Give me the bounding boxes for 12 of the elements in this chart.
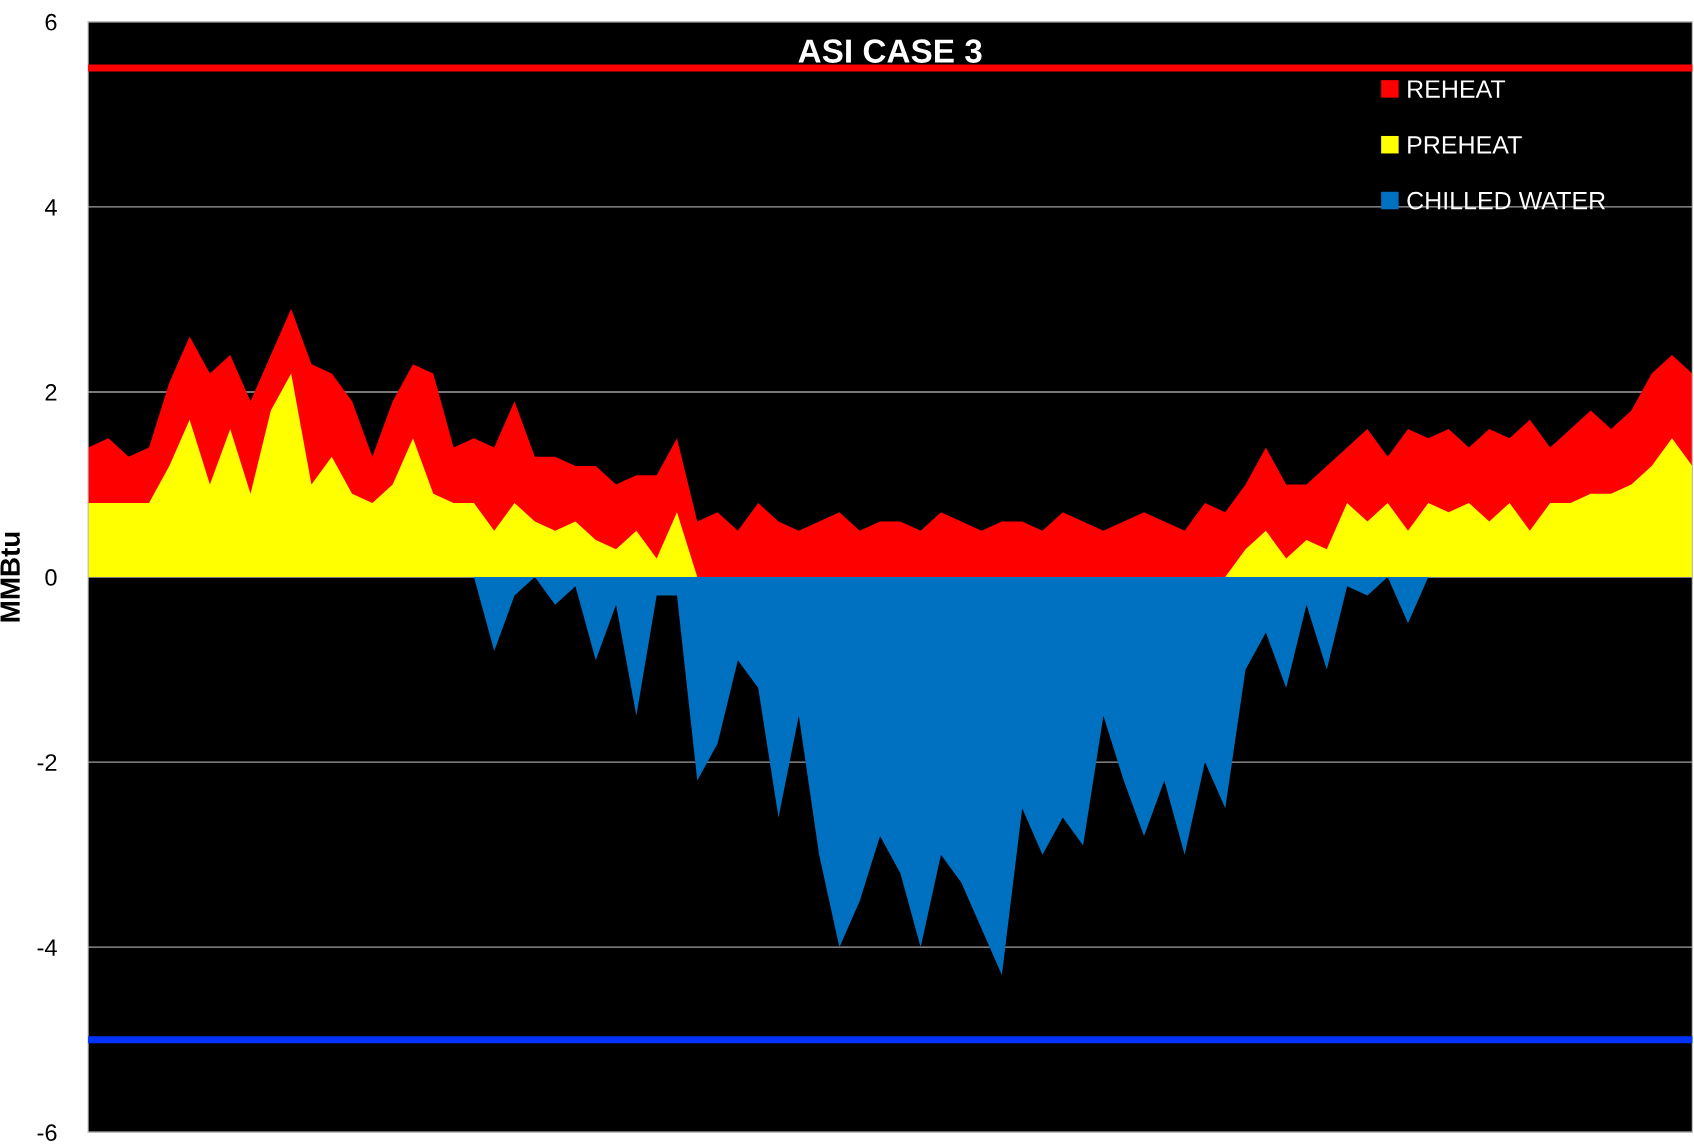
legend-label: PREHEAT	[1408, 136, 1522, 154]
y-tick-label: -4	[37, 939, 57, 956]
legend-label: REHEAT	[1408, 80, 1506, 98]
y-tick-label: 0	[45, 569, 57, 586]
y-axis-title: MMBtu	[0, 532, 20, 622]
y-tick-label: 4	[44, 199, 57, 216]
y-tick-label: 6	[45, 13, 57, 31]
legend-label: CHILLED WATER	[1407, 191, 1605, 210]
y-tick-label: -6	[37, 1124, 57, 1142]
chart-title: ASI CASE 3	[798, 39, 982, 63]
y-tick-label: 2	[45, 384, 57, 401]
y-tick-label: -2	[37, 754, 57, 771]
